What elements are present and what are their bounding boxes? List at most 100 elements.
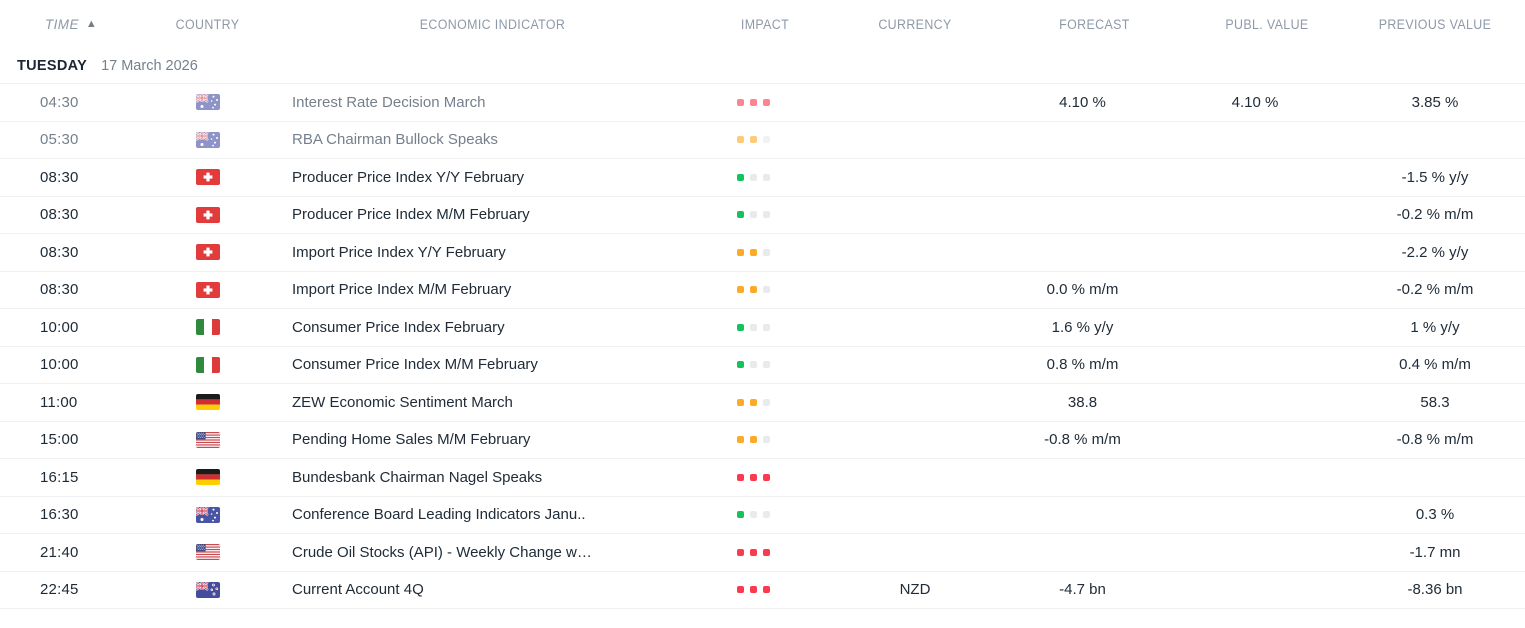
sort-ascending-icon: ▲ <box>85 18 98 30</box>
table-row[interactable]: 04:30 Interest Rate Decision March 4.10 … <box>0 84 1525 122</box>
column-header-economic-indicator[interactable]: ECONOMIC INDICATOR <box>419 16 566 32</box>
impact-cell <box>700 361 830 369</box>
impact-dot <box>737 586 744 594</box>
date-group-header: TUESDAY 17 March 2026 <box>0 48 1525 84</box>
event-published-value: 4.10 % <box>1231 93 1279 111</box>
table-row[interactable]: 08:30 Producer Price Index Y/Y February … <box>0 159 1525 197</box>
flag-switzerland-icon <box>195 244 220 261</box>
event-previous-value: 3.85 % <box>1411 93 1459 111</box>
table-row[interactable]: 15:00 Pending Home Sales M/M February -0… <box>0 421 1525 459</box>
flag-new-zealand-icon <box>195 581 220 598</box>
impact-dot <box>763 323 770 331</box>
impact-dot <box>737 548 744 556</box>
country-cell <box>130 169 285 186</box>
impact-cell <box>700 548 830 556</box>
flag-australia-icon <box>195 506 220 523</box>
table-row[interactable]: 08:30 Producer Price Index M/M February … <box>0 196 1525 234</box>
date-label: 17 March 2026 <box>101 57 198 74</box>
event-forecast: 0.0 % m/m <box>1046 281 1119 299</box>
impact-cell <box>700 248 830 256</box>
event-time: 21:40 <box>40 543 79 561</box>
event-indicator-link[interactable]: Interest Rate Decision March <box>292 93 486 111</box>
weekday-label: TUESDAY <box>17 57 88 74</box>
country-cell <box>130 394 285 411</box>
event-time: 10:00 <box>40 318 79 336</box>
event-previous-value: 0.4 % m/m <box>1399 356 1471 374</box>
impact-dot <box>763 473 770 481</box>
impact-cell <box>700 136 830 144</box>
event-indicator-link[interactable]: ZEW Economic Sentiment March <box>292 393 513 411</box>
event-previous-value: 1 % y/y <box>1410 318 1460 336</box>
event-previous-value: -0.8 % m/m <box>1396 431 1474 449</box>
flag-switzerland-icon <box>195 169 220 186</box>
event-forecast: -4.7 bn <box>1059 581 1106 599</box>
event-indicator-link[interactable]: Import Price Index M/M February <box>292 281 512 299</box>
column-header-country[interactable]: COUNTRY <box>175 16 240 32</box>
event-previous-value: -0.2 % m/m <box>1396 206 1474 224</box>
flag-usa-icon <box>195 431 220 448</box>
impact-dot <box>763 211 770 219</box>
flag-germany-icon <box>195 394 220 411</box>
table-row[interactable]: 10:00 Consumer Price Index M/M February … <box>0 346 1525 384</box>
event-time: 08:30 <box>40 281 79 299</box>
impact-dot <box>750 286 757 294</box>
impact-dot <box>763 248 770 256</box>
impact-cell <box>700 586 830 594</box>
table-row[interactable]: 16:15 Bundesbank Chairman Nagel Speaks <box>0 459 1525 497</box>
event-time: 11:00 <box>40 393 78 411</box>
event-indicator-link[interactable]: RBA Chairman Bullock Speaks <box>292 131 498 149</box>
country-cell <box>130 94 285 111</box>
impact-dot <box>763 361 770 369</box>
table-row[interactable]: 22:45 Current Account 4Q NZD -4.7 bn -8.… <box>0 571 1525 609</box>
event-indicator-link[interactable]: Producer Price Index M/M February <box>292 206 530 224</box>
column-header-forecast[interactable]: FORECAST <box>1059 16 1130 32</box>
table-row[interactable]: 16:30 Conference Board Leading Indicator… <box>0 496 1525 534</box>
event-time: 22:45 <box>40 581 79 599</box>
column-header-impact[interactable]: IMPACT <box>740 16 790 32</box>
event-currency: NZD <box>899 581 931 599</box>
event-time: 10:00 <box>40 356 79 374</box>
column-header-publ-value[interactable]: PUBL. VALUE <box>1225 16 1309 32</box>
impact-dot <box>763 136 770 144</box>
impact-dot <box>750 398 757 406</box>
impact-dot <box>763 436 770 444</box>
impact-dot <box>737 136 744 144</box>
flag-italy-icon <box>195 319 220 336</box>
table-row[interactable]: 21:40 Crude Oil Stocks (API) - Weekly Ch… <box>0 534 1525 572</box>
table-row[interactable]: 05:30 RBA Chairman Bullock Speaks <box>0 121 1525 159</box>
impact-cell <box>700 286 830 294</box>
impact-dot <box>750 323 757 331</box>
event-indicator-link[interactable]: Consumer Price Index February <box>292 318 505 336</box>
impact-dot <box>763 398 770 406</box>
impact-dot <box>750 436 757 444</box>
table-row[interactable]: 10:00 Consumer Price Index February 1.6 … <box>0 309 1525 347</box>
event-indicator-link[interactable]: Conference Board Leading Indicators Janu… <box>292 506 586 524</box>
country-cell <box>130 131 285 148</box>
impact-dot <box>763 511 770 519</box>
event-indicator-link[interactable]: Current Account 4Q <box>292 581 424 599</box>
country-cell <box>130 469 285 486</box>
country-cell <box>130 544 285 561</box>
impact-dot <box>737 98 744 106</box>
event-time: 08:30 <box>40 206 79 224</box>
impact-dot <box>737 173 744 181</box>
event-indicator-link[interactable]: Crude Oil Stocks (API) - Weekly Change w… <box>292 543 592 561</box>
impact-dot <box>737 286 744 294</box>
event-indicator-link[interactable]: Consumer Price Index M/M February <box>292 356 538 374</box>
table-row[interactable]: 08:30 Import Price Index Y/Y February -2… <box>0 234 1525 272</box>
column-header-previous-value[interactable]: PREVIOUS VALUE <box>1378 16 1492 32</box>
column-header-currency[interactable]: CURRENCY <box>878 16 952 32</box>
event-indicator-link[interactable]: Producer Price Index Y/Y February <box>292 168 525 186</box>
impact-cell <box>700 98 830 106</box>
flag-australia-icon <box>195 131 220 148</box>
event-indicator-link[interactable]: Bundesbank Chairman Nagel Speaks <box>292 468 543 486</box>
column-header-time[interactable]: TIME ▲ <box>0 17 130 32</box>
event-time: 16:15 <box>40 468 79 486</box>
table-row[interactable]: 11:00 ZEW Economic Sentiment March 38.8 … <box>0 384 1525 422</box>
event-time: 15:00 <box>40 431 79 449</box>
table-row[interactable]: 08:30 Import Price Index M/M February 0.… <box>0 271 1525 309</box>
event-indicator-link[interactable]: Pending Home Sales M/M February <box>292 431 531 449</box>
event-indicator-link[interactable]: Import Price Index Y/Y February <box>292 243 506 261</box>
country-cell <box>130 431 285 448</box>
impact-dot <box>763 173 770 181</box>
